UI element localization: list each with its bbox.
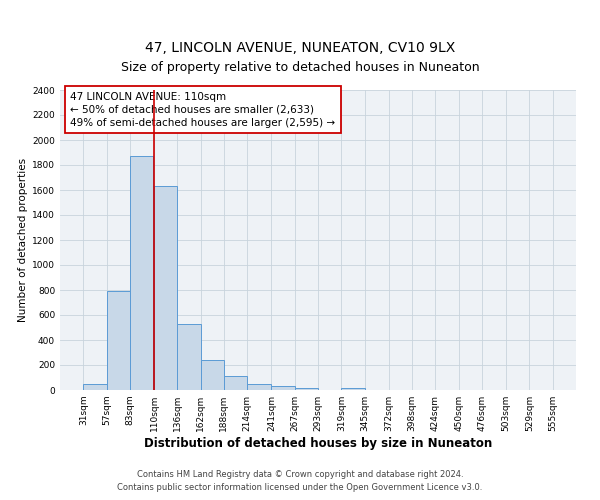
Text: Contains HM Land Registry data © Crown copyright and database right 2024.
Contai: Contains HM Land Registry data © Crown c… bbox=[118, 470, 482, 492]
Bar bbox=[200, 360, 224, 390]
Bar bbox=[271, 386, 295, 390]
Bar bbox=[224, 376, 247, 390]
Bar bbox=[154, 186, 178, 390]
Bar bbox=[341, 388, 365, 390]
X-axis label: Distribution of detached houses by size in Nuneaton: Distribution of detached houses by size … bbox=[144, 437, 492, 450]
Bar bbox=[247, 384, 271, 390]
Text: 47 LINCOLN AVENUE: 110sqm
← 50% of detached houses are smaller (2,633)
49% of se: 47 LINCOLN AVENUE: 110sqm ← 50% of detac… bbox=[70, 92, 335, 128]
Bar bbox=[295, 388, 318, 390]
Bar bbox=[130, 156, 153, 390]
Text: Size of property relative to detached houses in Nuneaton: Size of property relative to detached ho… bbox=[121, 61, 479, 74]
Bar bbox=[178, 324, 200, 390]
Bar bbox=[107, 291, 130, 390]
Y-axis label: Number of detached properties: Number of detached properties bbox=[18, 158, 28, 322]
Bar bbox=[83, 384, 107, 390]
Text: 47, LINCOLN AVENUE, NUNEATON, CV10 9LX: 47, LINCOLN AVENUE, NUNEATON, CV10 9LX bbox=[145, 40, 455, 54]
